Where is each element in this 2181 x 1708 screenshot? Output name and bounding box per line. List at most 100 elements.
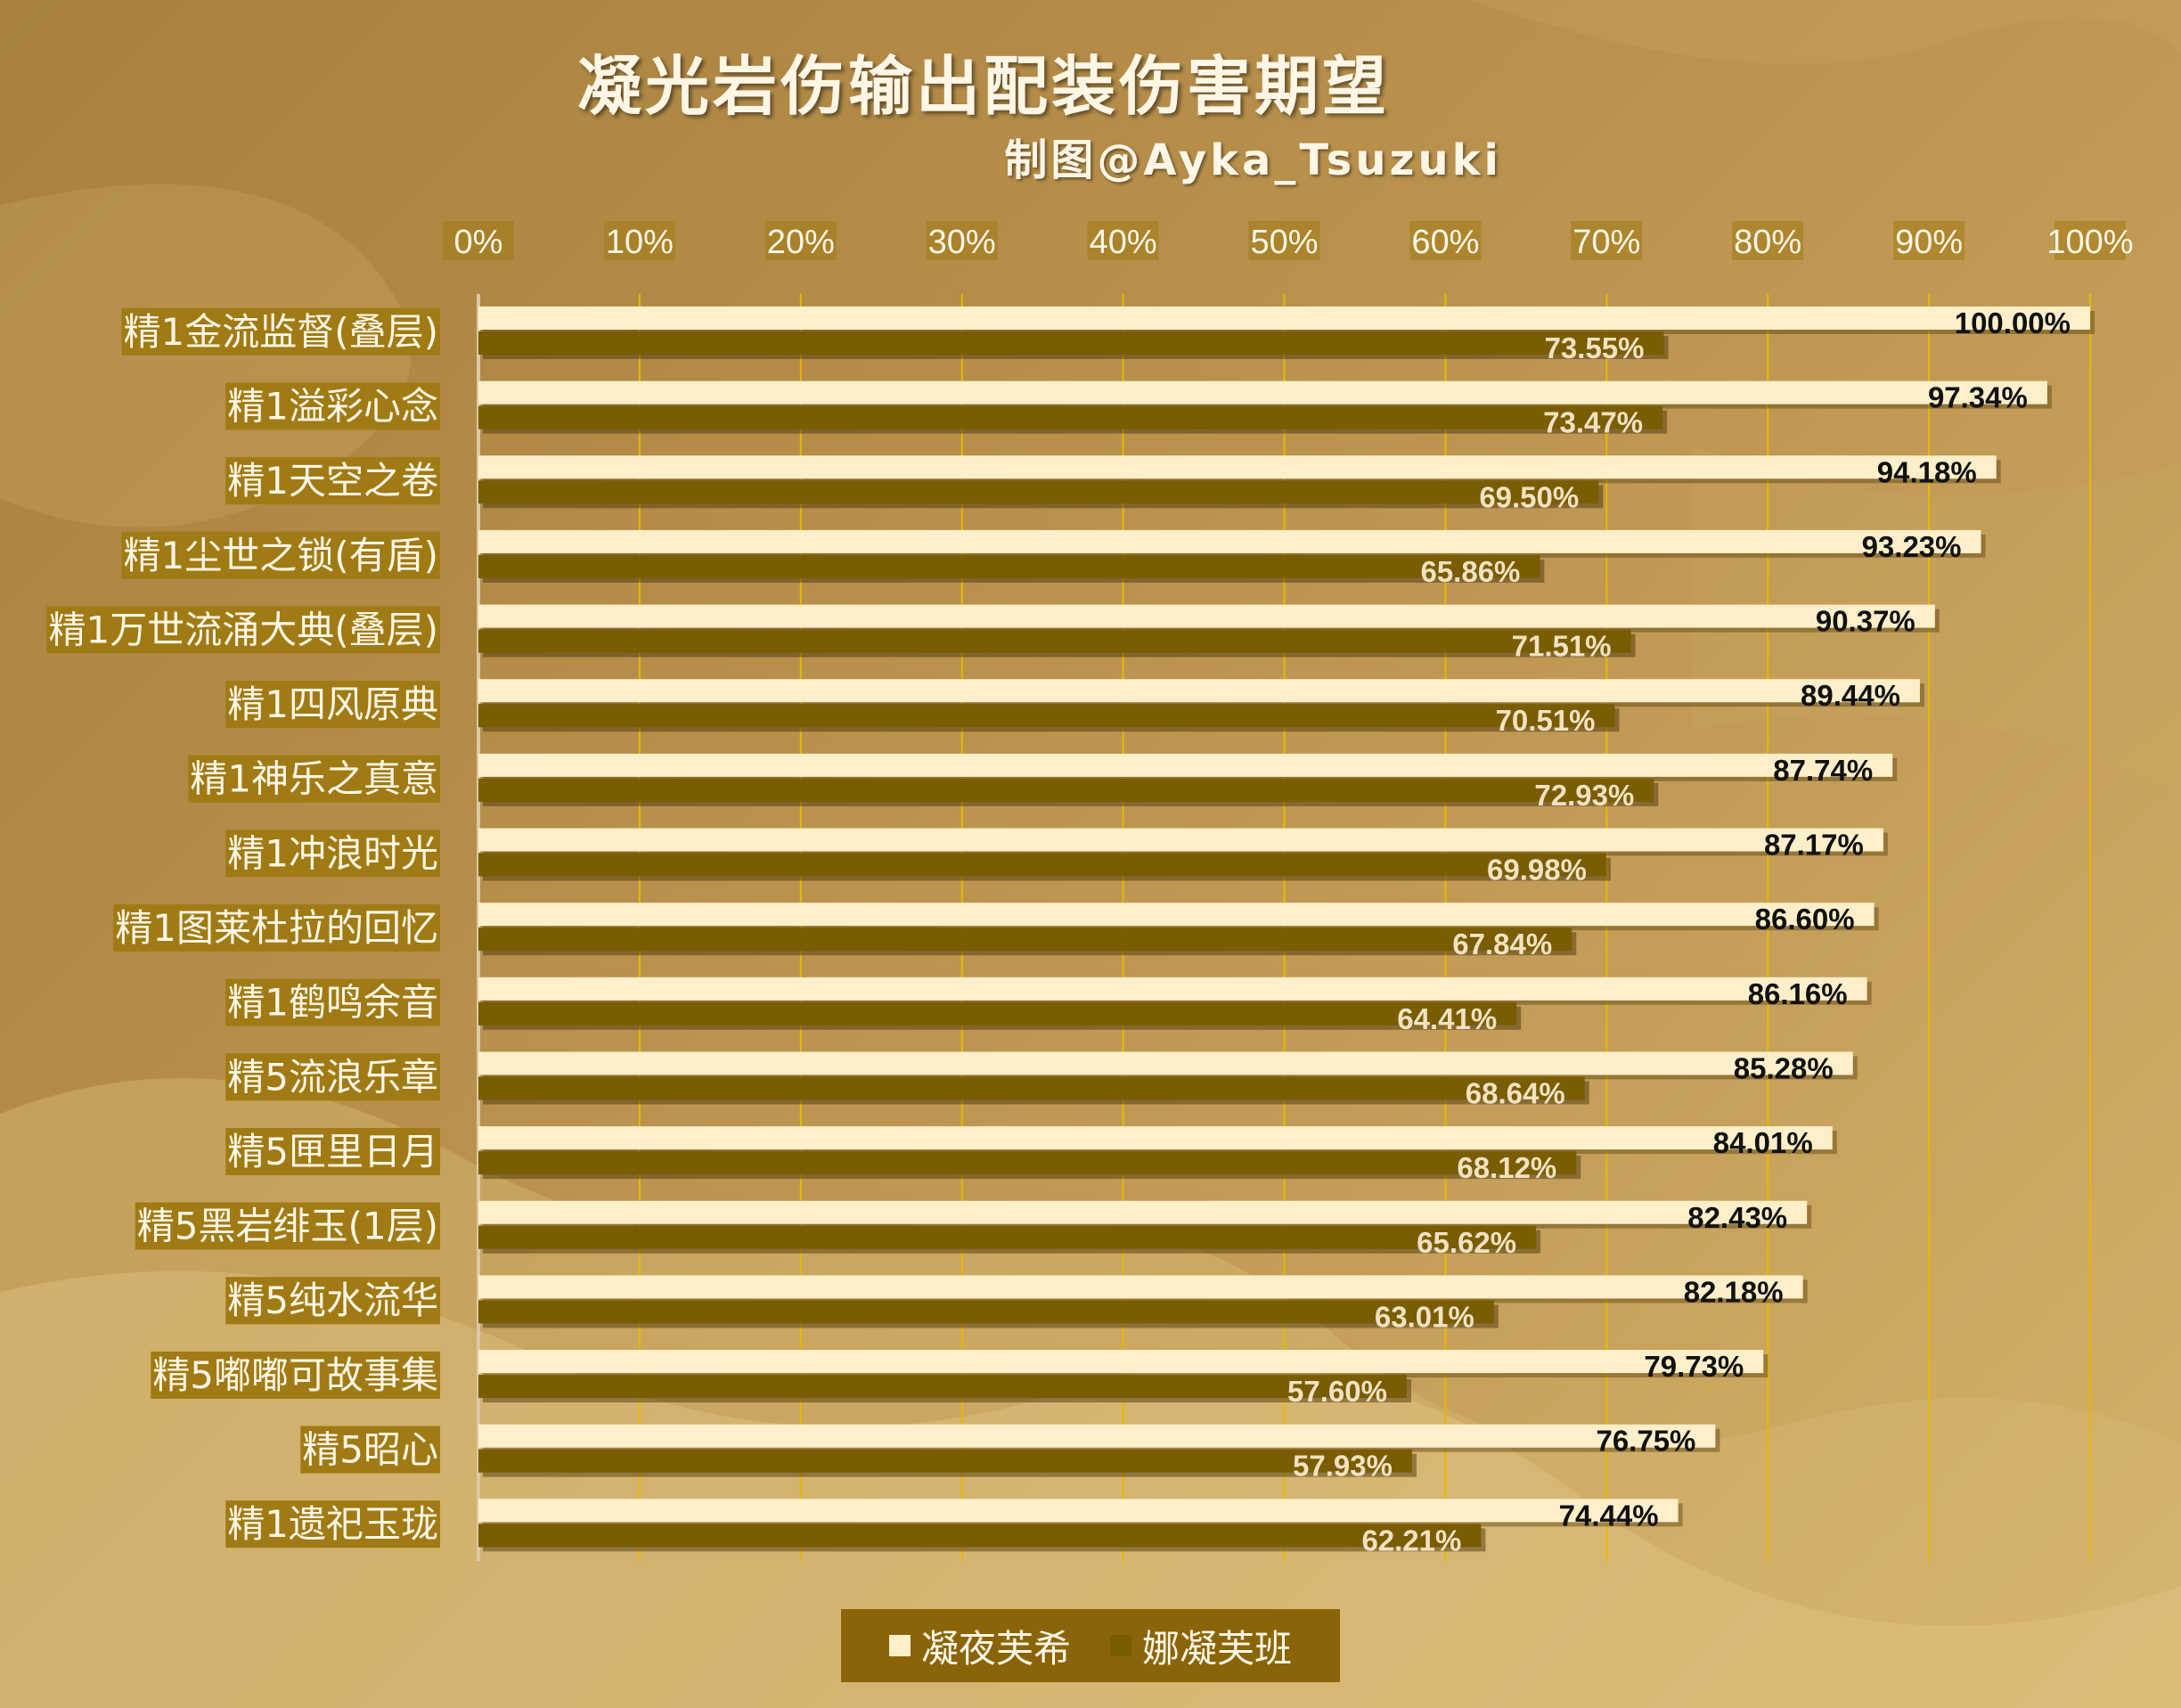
chart-title: 凝光岩伤输出配装伤害期望 bbox=[0, 34, 2181, 127]
bar-series2 bbox=[478, 778, 1654, 802]
legend-label-series1: 凝夜芙希 bbox=[920, 1626, 1071, 1671]
bar-series1 bbox=[478, 1051, 1853, 1075]
category-label-bg bbox=[135, 1202, 440, 1250]
legend-swatch-series2 bbox=[1110, 1635, 1131, 1656]
value-label-series1: 89.44% bbox=[1801, 679, 1900, 712]
value-label-series1: 85.28% bbox=[1734, 1051, 1834, 1084]
category-label: 精5黑岩绯玉(1层) bbox=[137, 1205, 438, 1248]
value-label-series1: 86.60% bbox=[1755, 903, 1855, 936]
x-tick-label: 10% bbox=[606, 224, 674, 261]
category-label-bg bbox=[46, 606, 440, 654]
category-label-bg bbox=[225, 829, 440, 878]
value-label-series1: 93.23% bbox=[1862, 530, 1962, 563]
category-label: 精1鹤鸣余音 bbox=[227, 981, 438, 1025]
category-label: 精5昭心 bbox=[302, 1428, 438, 1472]
category-label-bg bbox=[151, 1351, 440, 1399]
bar-series1 bbox=[478, 455, 1997, 479]
category-label-bg bbox=[300, 1426, 440, 1474]
value-label-series2: 67.84% bbox=[1452, 928, 1552, 960]
value-label-series2: 69.98% bbox=[1487, 854, 1587, 887]
bar-series1 bbox=[478, 1126, 1833, 1150]
bar-series2 bbox=[478, 554, 1540, 578]
value-label-series1: 87.17% bbox=[1764, 829, 1864, 862]
bar-series1 bbox=[478, 1200, 1808, 1224]
value-label-series1: 74.44% bbox=[1559, 1499, 1659, 1532]
legend-item-series2: 娜凝芙班 bbox=[1110, 1619, 1292, 1673]
tick-label-bg bbox=[2054, 221, 2126, 260]
bar-series1 bbox=[478, 1424, 1716, 1448]
value-label-series1: 82.43% bbox=[1687, 1201, 1787, 1234]
category-label: 精1冲浪时光 bbox=[227, 831, 438, 875]
category-label-bg bbox=[188, 755, 440, 803]
bar-series2 bbox=[478, 928, 1572, 952]
value-label-series2: 57.60% bbox=[1287, 1375, 1387, 1408]
category-label: 精5嘟嘟可故事集 bbox=[152, 1353, 438, 1397]
value-label-series2: 64.41% bbox=[1397, 1002, 1497, 1035]
legend: 凝夜芙希 娜凝芙班 bbox=[841, 1609, 1340, 1682]
category-label: 精1四风原典 bbox=[227, 682, 438, 726]
value-label-series2: 63.01% bbox=[1375, 1300, 1474, 1333]
tick-label-bg bbox=[1571, 221, 1643, 260]
x-tick-label: 70% bbox=[1572, 224, 1640, 261]
value-label-series2: 62.21% bbox=[1361, 1524, 1461, 1557]
bar-series1 bbox=[478, 604, 1935, 628]
value-label-series2: 70.51% bbox=[1496, 704, 1596, 737]
x-tick-label: 20% bbox=[767, 224, 835, 261]
x-tick-label: 40% bbox=[1090, 224, 1157, 261]
value-label-series1: 94.18% bbox=[1877, 455, 1977, 488]
category-label: 精1图莱杜拉的回忆 bbox=[115, 906, 438, 950]
x-tick-label: 80% bbox=[1734, 224, 1801, 261]
category-label: 精5流浪乐章 bbox=[227, 1055, 438, 1099]
category-label: 精5纯水流华 bbox=[227, 1279, 438, 1322]
category-label-bg bbox=[225, 1500, 440, 1549]
value-label-series2: 71.51% bbox=[1512, 630, 1612, 663]
bar-series2 bbox=[478, 1151, 1577, 1175]
bar-series1 bbox=[478, 828, 1883, 852]
bar-series2 bbox=[478, 1001, 1517, 1026]
tick-label-bg bbox=[1248, 221, 1320, 260]
value-label-series2: 69.50% bbox=[1479, 480, 1579, 513]
category-label-bg bbox=[121, 307, 440, 355]
tick-label-bg bbox=[1409, 221, 1482, 260]
bar-series2 bbox=[478, 1375, 1407, 1399]
bar-series2 bbox=[478, 629, 1631, 653]
category-label-bg bbox=[225, 1053, 440, 1101]
value-label-series1: 79.73% bbox=[1644, 1350, 1744, 1383]
category-label: 精1溢彩心念 bbox=[227, 384, 438, 428]
value-label-series1: 82.18% bbox=[1684, 1275, 1784, 1308]
bar-series2 bbox=[478, 1076, 1585, 1100]
category-label-bg bbox=[225, 978, 440, 1026]
value-label-series2: 73.47% bbox=[1543, 406, 1643, 439]
chart-subtitle: 制图@Ayka_Tsuzuki bbox=[1004, 135, 1502, 185]
value-label-series1: 90.37% bbox=[1816, 605, 1916, 638]
bar-series2 bbox=[478, 405, 1663, 429]
value-label-series2: 65.62% bbox=[1417, 1226, 1516, 1259]
category-label-bg bbox=[225, 457, 440, 505]
x-tick-label: 50% bbox=[1250, 224, 1318, 261]
tick-label-bg bbox=[603, 221, 675, 260]
x-tick-label: 60% bbox=[1411, 224, 1479, 261]
tick-label-bg bbox=[764, 221, 837, 260]
bar-series1 bbox=[478, 1275, 1803, 1299]
bar-series1 bbox=[478, 306, 2090, 330]
bar-series1 bbox=[478, 903, 1875, 927]
value-label-series2: 65.86% bbox=[1420, 555, 1520, 588]
category-label: 精1神乐之真意 bbox=[190, 757, 438, 801]
legend-label-series2: 娜凝芙班 bbox=[1142, 1626, 1293, 1671]
bar-series2 bbox=[478, 1300, 1494, 1324]
category-label: 精1尘世之锁(有盾) bbox=[124, 534, 439, 577]
legend-item-series1: 凝夜芙希 bbox=[888, 1619, 1071, 1673]
category-label: 精5匣里日月 bbox=[227, 1130, 438, 1173]
chart-title-text: 凝光岩伤输出配装伤害期望 bbox=[576, 49, 1390, 124]
x-tick-label: 30% bbox=[928, 224, 996, 261]
value-label-series1: 97.34% bbox=[1928, 381, 2028, 414]
legend-swatch-series1 bbox=[888, 1635, 911, 1656]
tick-label-bg bbox=[926, 221, 998, 260]
value-label-series1: 84.01% bbox=[1713, 1126, 1813, 1159]
value-label-series1: 100.00% bbox=[1955, 306, 2071, 339]
category-label: 精1天空之卷 bbox=[227, 459, 438, 503]
bar-series2 bbox=[478, 704, 1615, 728]
category-label-bg bbox=[113, 904, 440, 952]
bar-series1 bbox=[478, 977, 1867, 1001]
